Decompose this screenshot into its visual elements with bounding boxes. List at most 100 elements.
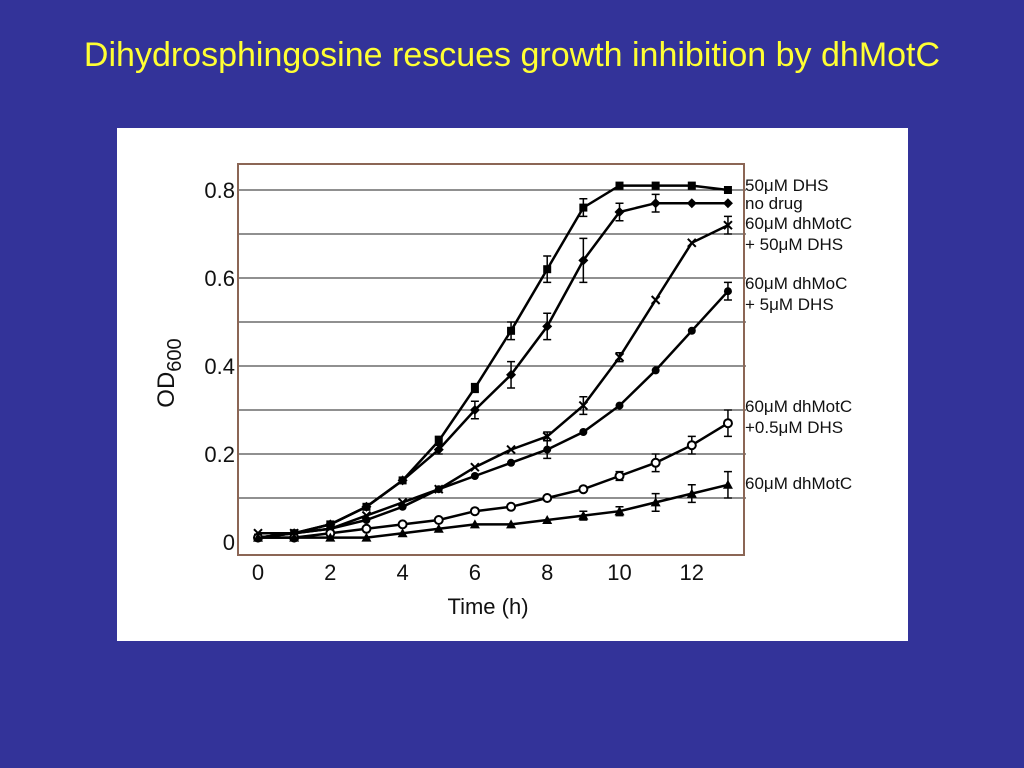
y-axis-label-main: OD xyxy=(153,372,180,408)
y-tick-label: 0.4 xyxy=(204,354,235,379)
y-tick-label: 0.2 xyxy=(204,442,235,467)
data-point xyxy=(469,519,480,529)
plot-frame xyxy=(237,163,745,556)
data-point xyxy=(650,198,661,209)
data-point xyxy=(325,532,336,542)
data-point xyxy=(578,484,589,495)
x-tick-label: 0 xyxy=(252,560,264,585)
data-point xyxy=(686,198,697,209)
data-point xyxy=(507,326,516,335)
data-point xyxy=(433,515,444,525)
data-point xyxy=(397,528,408,538)
data-point xyxy=(686,440,697,451)
x-tick-label: 10 xyxy=(607,560,631,585)
x-axis-label: Time (h) xyxy=(447,594,528,619)
y-tick-label: 0.8 xyxy=(204,178,235,203)
data-point xyxy=(650,295,661,305)
data-point xyxy=(650,497,661,507)
data-point xyxy=(578,400,589,411)
data-point xyxy=(615,401,624,410)
series-line xyxy=(257,184,729,539)
axis-layer: 0 2 4 6 8 10 12 0 0.2 0.4 0.6 0.8 xyxy=(204,178,704,585)
data-point xyxy=(433,444,444,455)
legend-label: 50μM DHS xyxy=(745,176,828,195)
data-point xyxy=(434,485,443,494)
y-tick-label: 0.6 xyxy=(204,266,235,291)
series-line xyxy=(257,290,729,539)
series-line xyxy=(258,224,729,535)
legend-label: + 50μM DHS xyxy=(745,235,843,254)
data-point xyxy=(433,523,444,533)
series-group xyxy=(254,281,732,542)
data-point xyxy=(469,506,480,517)
y-tick-label: 0 xyxy=(223,530,235,555)
data-point xyxy=(687,238,697,248)
legend-label: 60μM dhMotC xyxy=(745,474,852,493)
data-point xyxy=(470,462,480,472)
legend-label: 60μM dhMotC xyxy=(745,397,852,416)
legend-label: 60μM dhMotC xyxy=(745,214,852,233)
data-point xyxy=(507,458,516,467)
x-tick-label: 12 xyxy=(680,560,704,585)
series-group xyxy=(253,215,733,538)
slide-title: Dihydrosphingosine rescues growth inhibi… xyxy=(83,36,941,74)
series-line xyxy=(258,422,729,539)
data-point xyxy=(579,428,588,436)
data-point xyxy=(650,457,661,468)
data-point xyxy=(543,445,552,454)
data-point xyxy=(687,326,696,335)
data-point xyxy=(722,418,733,429)
grid-layer xyxy=(238,189,746,499)
data-point xyxy=(578,255,589,266)
data-point xyxy=(687,181,696,190)
data-point xyxy=(651,181,660,190)
data-point xyxy=(470,472,479,480)
data-point xyxy=(542,321,553,332)
data-point xyxy=(506,519,517,529)
data-point xyxy=(614,207,625,217)
data-point xyxy=(361,501,372,512)
data-point xyxy=(615,181,624,190)
series-group xyxy=(253,470,733,542)
data-point xyxy=(578,510,589,520)
x-tick-label: 2 xyxy=(324,560,336,585)
data-point xyxy=(253,532,263,542)
data-point xyxy=(651,366,660,375)
data-point xyxy=(723,220,733,230)
data-point xyxy=(543,265,552,274)
data-point xyxy=(723,186,732,194)
data-point xyxy=(397,475,408,486)
data-point xyxy=(722,198,733,209)
y-axis-label-subscript: 600 xyxy=(164,338,186,371)
data-point xyxy=(470,384,479,392)
series-line xyxy=(258,483,729,539)
data-point xyxy=(469,405,480,415)
series-group xyxy=(253,193,733,543)
data-point xyxy=(506,369,517,380)
data-point xyxy=(542,515,553,524)
series-group xyxy=(253,409,733,543)
legend-label: + 5μM DHS xyxy=(745,295,834,314)
series-layer xyxy=(253,181,733,543)
data-point xyxy=(542,493,553,503)
data-point xyxy=(361,532,372,542)
x-tick-label: 8 xyxy=(541,560,553,585)
data-point xyxy=(723,287,732,296)
data-point xyxy=(506,444,516,455)
data-point xyxy=(397,519,408,530)
y-axis-label: OD600 xyxy=(153,338,186,407)
data-point xyxy=(686,488,697,498)
data-point xyxy=(362,516,371,524)
data-point xyxy=(398,502,407,511)
legend-label: no drug xyxy=(745,194,803,213)
figure-panel: 0 2 4 6 8 10 12 0 0.2 0.4 0.6 0.8 50μM DHS no drug 60… xyxy=(117,128,908,641)
data-point xyxy=(542,431,552,442)
x-tick-label: 6 xyxy=(469,560,481,585)
x-tick-label: 4 xyxy=(396,560,408,585)
data-point xyxy=(289,532,300,542)
series-group xyxy=(254,181,732,542)
data-point xyxy=(506,501,517,512)
data-point xyxy=(614,471,625,481)
